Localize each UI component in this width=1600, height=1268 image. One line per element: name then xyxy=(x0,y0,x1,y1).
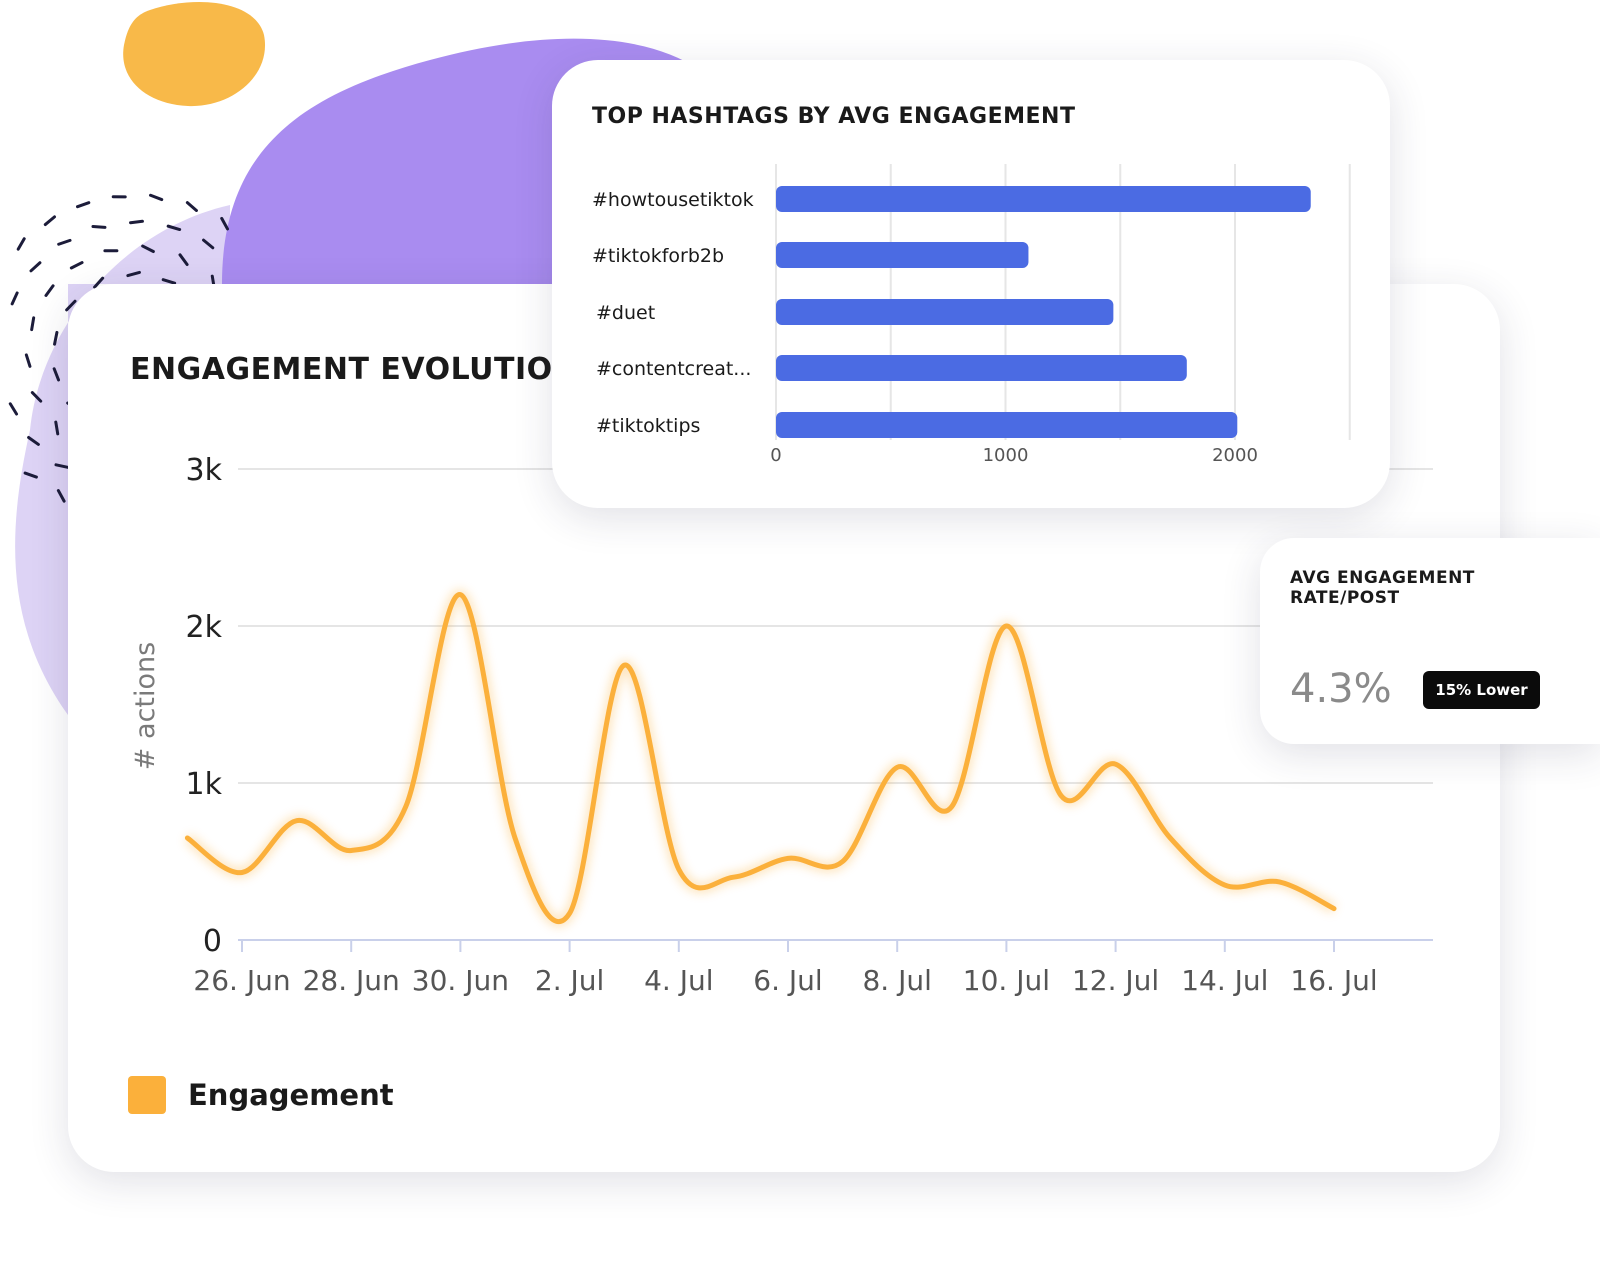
lavender-blob xyxy=(15,205,230,715)
hashtag-label: #tiktoktips xyxy=(596,415,700,437)
dash-mark xyxy=(65,299,77,312)
y-tick-label: 3k xyxy=(186,453,223,488)
x-tick-label: 8. Jul xyxy=(862,964,931,997)
dash-mark xyxy=(220,216,230,231)
x-tick-label: 2. Jul xyxy=(535,964,604,997)
data-point xyxy=(1222,882,1228,888)
dash-mark xyxy=(27,435,40,446)
dash-mark xyxy=(53,330,59,346)
dash-mark xyxy=(54,420,60,436)
x-tick-label: 30. Jun xyxy=(412,964,509,997)
data-point xyxy=(185,835,190,841)
data-point xyxy=(731,875,736,880)
dash-mark xyxy=(141,244,155,254)
x-tick-label: 10. Jul xyxy=(963,964,1050,997)
y-tick-label: 2k xyxy=(186,610,223,645)
data-point xyxy=(403,804,408,809)
engagement-line-chart: 0 1k 2k 3k 26. Jun 28. Jun 30. Jun 2. Jul 4. Ju… xyxy=(130,453,1433,997)
data-point xyxy=(1331,906,1337,911)
dash-mark xyxy=(129,219,144,225)
dash-mark xyxy=(24,353,32,368)
x-tick-label: 12. Jul xyxy=(1072,964,1159,997)
hashtag-label: #tiktokforb2b xyxy=(592,245,724,267)
legend-label-engagement: Engagement xyxy=(188,1078,394,1112)
x-tick-label: 28. Jun xyxy=(303,964,400,997)
hashtags-bar-chart: #howtousetiktok #tiktokforb2b #duet #conten… xyxy=(592,164,1351,466)
y-tick-label: 0 xyxy=(203,924,222,959)
dash-mark xyxy=(93,276,105,289)
data-point xyxy=(294,818,299,823)
dash-mark xyxy=(69,261,84,270)
dash-mark xyxy=(91,225,107,229)
data-point xyxy=(676,867,681,872)
x-tick-label: 6. Jul xyxy=(753,964,822,997)
data-point xyxy=(785,856,791,861)
dash-mark xyxy=(43,215,56,227)
data-point xyxy=(512,835,518,841)
orange-blob xyxy=(123,2,266,107)
top-hashtags-card: TOP HASHTAGS BY AVG ENGAGEMENT #howtouse… xyxy=(552,60,1390,508)
y-axis-label: # actions xyxy=(130,642,161,770)
dash-mark xyxy=(126,270,141,278)
data-point xyxy=(895,765,900,770)
hashtag-bar xyxy=(776,186,1311,212)
hashtag-bar xyxy=(776,299,1114,325)
comparison-badge: 15% Lower xyxy=(1423,671,1540,709)
dash-mark xyxy=(178,253,189,266)
dash-mark xyxy=(57,238,72,246)
x-tick-label: 16. Jul xyxy=(1290,964,1377,997)
top-hashtags-title: TOP HASHTAGS BY AVG ENGAGEMENT xyxy=(592,104,1076,129)
dash-mark xyxy=(149,193,164,202)
data-point xyxy=(1004,623,1009,629)
kpi-value: 4.3% xyxy=(1290,666,1392,712)
data-point xyxy=(1113,761,1118,767)
data-point xyxy=(349,848,354,853)
dash-mark xyxy=(23,471,38,479)
hashtag-bar xyxy=(776,355,1187,381)
hashtag-bar xyxy=(776,242,1029,268)
engagement-evolution-title: ENGAGEMENT EVOLUTION xyxy=(130,352,579,387)
dash-mark xyxy=(8,402,19,416)
dash-mark xyxy=(56,489,66,503)
x-tick-label: 26. Jun xyxy=(193,964,290,997)
avg-engagement-rate-card: AVG ENGAGEMENT RATE/POST 4.3% 15% Lower xyxy=(1260,538,1600,744)
y-tick-label: 1k xyxy=(186,767,223,802)
x-tick-label: 14. Jul xyxy=(1181,964,1268,997)
hashtag-label: #contentcreat... xyxy=(596,358,751,380)
hashtag-bar xyxy=(776,412,1238,438)
dash-mark xyxy=(161,278,177,285)
dash-mark xyxy=(30,316,36,332)
x-tick-label: 4. Jul xyxy=(644,964,713,997)
dash-mark xyxy=(10,291,19,306)
engagement-line-glow xyxy=(184,589,1337,927)
dash-mark xyxy=(44,284,55,297)
dash-mark xyxy=(16,237,26,251)
data-point xyxy=(1058,793,1064,798)
dash-mark xyxy=(29,261,42,273)
data-point xyxy=(458,592,463,597)
bar-x-tick-label: 0 xyxy=(770,445,781,466)
data-point xyxy=(567,911,572,916)
data-point xyxy=(840,859,845,864)
data-point xyxy=(622,663,627,668)
engagement-series-line xyxy=(184,592,1337,924)
hashtag-label: #howtousetiktok xyxy=(592,189,754,211)
data-point xyxy=(1168,835,1173,841)
bar-x-tick-label: 1000 xyxy=(983,445,1029,466)
dash-mark xyxy=(202,238,215,250)
dash-mark xyxy=(76,201,91,209)
dash-mark xyxy=(52,367,61,382)
data-point xyxy=(239,870,245,875)
dash-mark xyxy=(30,391,43,403)
hashtag-label: #duet xyxy=(596,302,655,324)
legend-swatch-engagement xyxy=(128,1076,166,1114)
kpi-label: AVG ENGAGEMENT RATE/POST xyxy=(1290,568,1475,608)
data-point xyxy=(1277,879,1282,885)
data-point xyxy=(949,804,954,809)
dash-mark xyxy=(166,224,182,232)
bar-x-tick-label: 2000 xyxy=(1212,445,1258,466)
dash-mark xyxy=(54,463,70,469)
chart-legend: Engagement xyxy=(128,1076,394,1114)
dash-mark xyxy=(185,201,198,212)
